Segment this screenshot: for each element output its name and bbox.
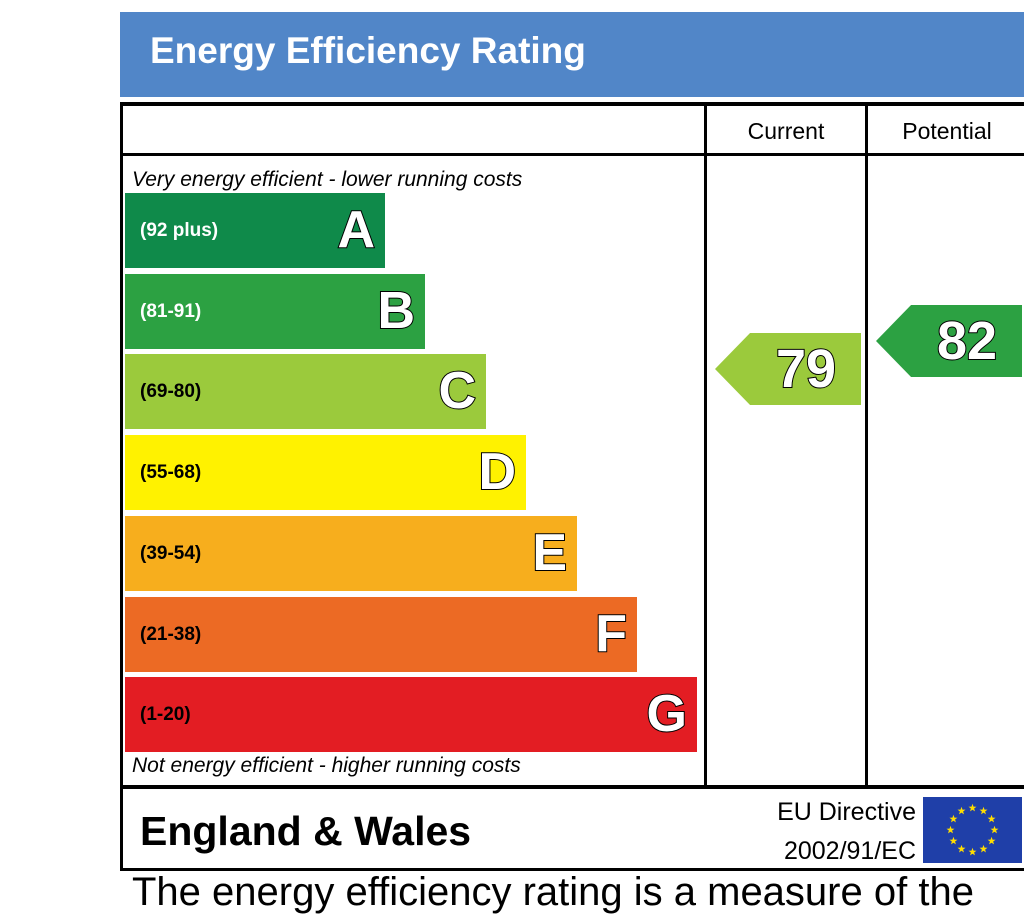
band-g-range: (1-20) <box>140 704 191 725</box>
frame-bottom-border <box>120 868 1024 871</box>
region-label: England & Wales <box>140 808 472 854</box>
frame-top-border <box>120 102 1024 106</box>
potential-column-divider <box>865 102 868 786</box>
band-c-range: (69-80) <box>140 381 202 402</box>
band-f: (21-38) F <box>125 597 637 672</box>
band-d-letter: D <box>477 442 517 502</box>
band-d-range: (55-68) <box>140 462 202 483</box>
band-b: (81-91) B <box>125 274 425 349</box>
efficient-note: Very energy efficient - lower running co… <box>132 168 523 191</box>
current-column-header: Current <box>747 118 825 144</box>
band-e-range: (39-54) <box>140 543 202 564</box>
band-g-letter: G <box>646 684 688 744</box>
continuation-text: The energy efficiency rating is a measur… <box>132 870 974 914</box>
chart-title: Energy Efficiency Rating <box>150 30 586 71</box>
band-a-range: (92 plus) <box>140 220 219 241</box>
inefficient-note: Not energy efficient - higher running co… <box>132 754 521 777</box>
header-divider <box>120 153 1024 156</box>
potential-arrow-shape <box>876 305 1022 377</box>
potential-rating-value: 82 <box>936 310 998 372</box>
potential-column-header: Potential <box>902 118 992 144</box>
band-c: (69-80) C <box>125 354 486 429</box>
eu-star-icon <box>957 844 966 853</box>
band-d: (55-68) D <box>125 435 526 510</box>
current-arrow-shape <box>715 333 861 405</box>
band-e: (39-54) E <box>125 516 577 591</box>
band-a-letter: A <box>336 200 376 260</box>
eu-star-icon <box>949 814 958 823</box>
current-rating-arrow: 79 <box>715 333 861 405</box>
eu-flag-icon <box>923 797 1022 863</box>
eu-star-icon <box>990 825 999 834</box>
band-f-range: (21-38) <box>140 624 202 645</box>
eu-directive-number: 2002/91/EC <box>783 837 916 865</box>
eu-directive-label: EU Directive <box>777 798 916 826</box>
eu-star-icon <box>987 814 996 823</box>
eu-star-icon <box>949 836 958 845</box>
band-b-range: (81-91) <box>140 301 202 322</box>
eu-star-icon <box>968 847 977 856</box>
band-f-letter: F <box>594 604 628 664</box>
band-g: (1-20) G <box>125 677 697 752</box>
eu-star-icon <box>979 806 988 815</box>
title-bar: Energy Efficiency Rating <box>120 12 1024 97</box>
eu-star-icon <box>957 806 966 815</box>
band-e-letter: E <box>531 523 568 583</box>
eu-star-icon <box>979 844 988 853</box>
current-rating-value: 79 <box>775 338 837 400</box>
band-a: (92 plus) A <box>125 193 385 268</box>
current-column-divider <box>704 102 707 786</box>
potential-rating-arrow: 82 <box>876 305 1022 377</box>
eu-star-icon <box>987 836 996 845</box>
eu-star-icon <box>968 803 977 812</box>
footer-divider <box>120 785 1024 789</box>
band-b-letter: B <box>376 281 416 341</box>
frame-left-border <box>120 102 123 871</box>
band-c-letter: C <box>437 361 477 421</box>
eu-star-icon <box>946 825 955 834</box>
